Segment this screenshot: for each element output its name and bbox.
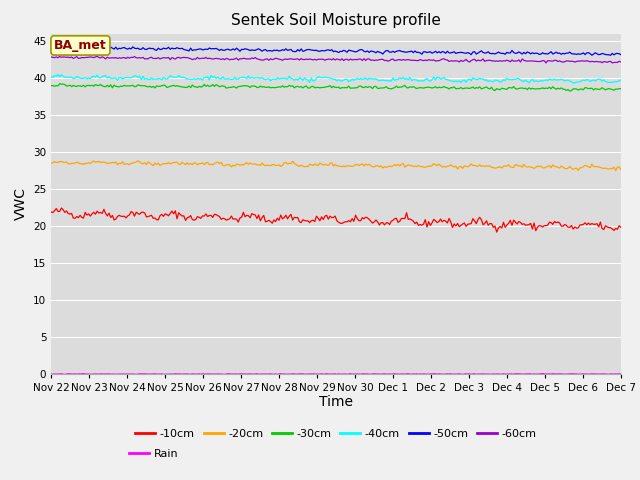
-10cm xyxy=(47,209,55,215)
-20cm xyxy=(134,158,141,164)
-60cm xyxy=(617,59,625,65)
-30cm xyxy=(566,88,573,94)
-20cm xyxy=(612,168,620,174)
-30cm xyxy=(219,83,227,89)
Line: -50cm: -50cm xyxy=(51,47,621,55)
-60cm xyxy=(54,55,62,60)
-20cm xyxy=(369,164,376,170)
-40cm xyxy=(570,80,577,86)
Rain xyxy=(369,371,376,377)
-10cm xyxy=(369,220,376,226)
-20cm xyxy=(219,163,227,168)
Y-axis label: VWC: VWC xyxy=(13,188,28,220)
-60cm xyxy=(515,57,523,63)
-10cm xyxy=(617,224,625,230)
-40cm xyxy=(56,74,63,80)
Rain xyxy=(219,372,227,377)
-60cm xyxy=(369,57,376,63)
-60cm xyxy=(522,58,529,64)
-20cm xyxy=(617,167,625,172)
Rain xyxy=(47,371,55,377)
-60cm xyxy=(219,56,227,61)
-40cm xyxy=(522,77,529,83)
-40cm xyxy=(219,74,227,80)
-50cm xyxy=(617,52,625,58)
-20cm xyxy=(522,164,529,169)
Legend: Rain: Rain xyxy=(125,444,182,464)
Line: -30cm: -30cm xyxy=(51,84,621,91)
-30cm xyxy=(617,86,625,92)
-30cm xyxy=(47,83,55,89)
-10cm xyxy=(175,210,182,216)
-50cm xyxy=(522,51,529,57)
-30cm xyxy=(54,83,62,89)
Text: BA_met: BA_met xyxy=(54,39,107,52)
Rain xyxy=(54,371,62,377)
-30cm xyxy=(175,84,182,89)
X-axis label: Time: Time xyxy=(319,395,353,409)
Line: -20cm: -20cm xyxy=(51,161,621,171)
Rain xyxy=(617,371,625,377)
-30cm xyxy=(522,85,529,91)
Rain xyxy=(61,372,68,377)
-10cm xyxy=(493,229,500,235)
-10cm xyxy=(219,216,227,221)
-40cm xyxy=(175,72,182,78)
Rain xyxy=(175,371,182,377)
-60cm xyxy=(47,54,55,60)
-10cm xyxy=(58,205,65,211)
-50cm xyxy=(369,48,376,54)
-30cm xyxy=(56,81,63,86)
-20cm xyxy=(175,161,182,167)
Rain xyxy=(539,371,547,376)
-60cm xyxy=(93,53,101,59)
Line: -10cm: -10cm xyxy=(51,208,621,232)
Line: -40cm: -40cm xyxy=(51,74,621,83)
-60cm xyxy=(609,60,616,66)
-50cm xyxy=(219,48,227,53)
-20cm xyxy=(54,160,62,166)
-50cm xyxy=(54,46,62,51)
-40cm xyxy=(515,75,523,81)
Rain xyxy=(515,371,523,377)
Title: Sentek Soil Moisture profile: Sentek Soil Moisture profile xyxy=(231,13,441,28)
Line: Rain: Rain xyxy=(51,373,621,374)
-50cm xyxy=(47,44,55,50)
-10cm xyxy=(54,209,62,215)
-50cm xyxy=(175,46,182,51)
-40cm xyxy=(47,73,55,79)
-10cm xyxy=(524,222,531,228)
-30cm xyxy=(369,85,376,91)
-50cm xyxy=(515,49,523,55)
-40cm xyxy=(369,76,376,82)
-40cm xyxy=(54,72,62,77)
-30cm xyxy=(515,85,523,91)
-20cm xyxy=(47,160,55,166)
-40cm xyxy=(617,77,625,83)
Line: -60cm: -60cm xyxy=(51,56,621,63)
-60cm xyxy=(175,54,182,60)
-20cm xyxy=(515,163,523,169)
-10cm xyxy=(516,219,524,225)
-50cm xyxy=(93,44,101,49)
-50cm xyxy=(607,52,614,58)
Rain xyxy=(522,371,529,377)
